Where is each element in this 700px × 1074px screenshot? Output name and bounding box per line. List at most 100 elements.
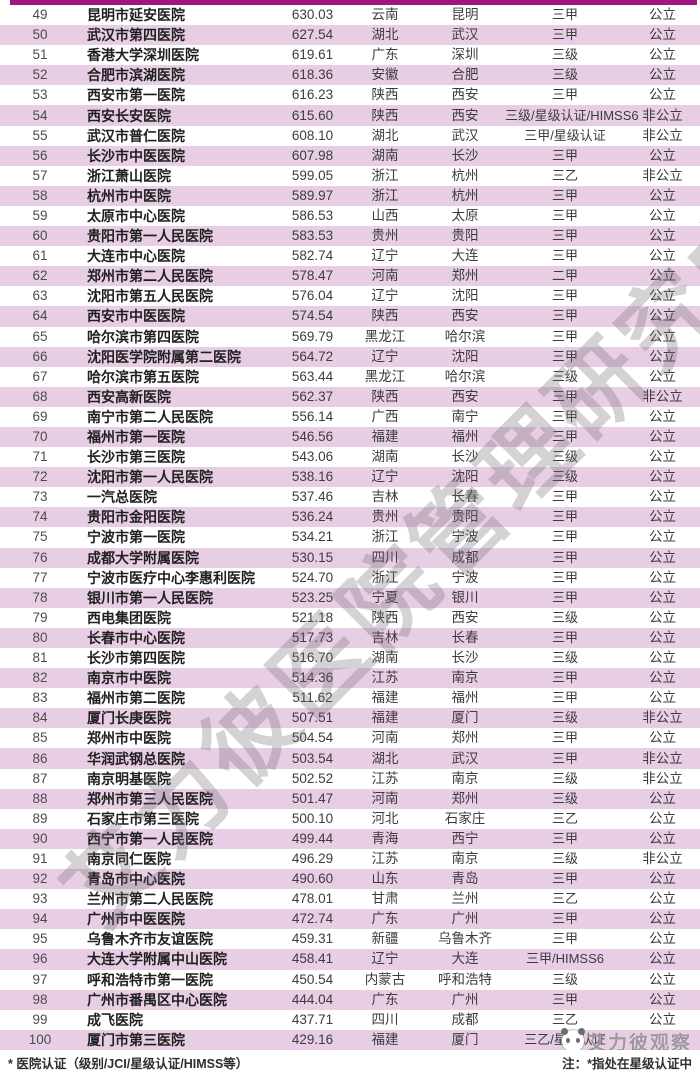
grade-cell: 三甲 xyxy=(551,288,578,304)
province-cell: 陕西 xyxy=(371,107,399,123)
top-accent-bar xyxy=(10,0,697,5)
name-cell: 西安长安医院 xyxy=(87,107,171,124)
ownership-cell: 公立 xyxy=(649,429,676,445)
city-cell: 昆明 xyxy=(451,7,479,23)
ownership-cell: 公立 xyxy=(649,871,676,887)
province-cell: 新疆 xyxy=(371,931,399,947)
city-cell: 南宁 xyxy=(451,408,479,424)
grade-cell: 三甲 xyxy=(551,348,578,364)
city-cell: 哈尔滨 xyxy=(444,328,486,344)
province-cell: 山西 xyxy=(371,207,399,223)
name-cell: 武汉市第四医院 xyxy=(87,27,185,44)
ownership-cell: 公立 xyxy=(649,348,676,364)
rank-cell: 75 xyxy=(32,529,48,545)
grade-cell: 三级 xyxy=(551,650,578,666)
score-cell: 589.97 xyxy=(291,187,334,203)
rank-cell: 88 xyxy=(32,790,48,806)
name-cell: 厦门长庚医院 xyxy=(87,710,171,727)
name-cell: 西安市第一医院 xyxy=(87,87,185,104)
grade-cell: 三级 xyxy=(551,609,578,625)
ownership-cell: 公立 xyxy=(649,589,676,605)
name-cell: 西电集团医院 xyxy=(87,609,171,626)
province-cell: 辽宁 xyxy=(371,951,399,967)
city-cell: 长沙 xyxy=(451,650,479,666)
score-cell: 583.53 xyxy=(291,228,334,244)
grade-cell: 三甲 xyxy=(551,7,578,23)
province-cell: 湖北 xyxy=(371,27,399,43)
rank-cell: 76 xyxy=(32,549,48,565)
grade-cell: 三甲 xyxy=(551,569,578,585)
rank-cell: 93 xyxy=(32,891,48,907)
score-cell: 615.60 xyxy=(291,107,334,123)
ownership-cell: 公立 xyxy=(649,790,676,806)
name-cell: 宁波市医疗中心李惠利医院 xyxy=(87,569,255,586)
table-row: 76 成都大学附属医院 530.15 四川 成都 三甲 公立 xyxy=(0,547,700,568)
city-cell: 石家庄 xyxy=(444,810,486,826)
grade-cell: 三甲 xyxy=(551,87,578,103)
city-cell: 福州 xyxy=(451,429,479,445)
province-cell: 福建 xyxy=(371,710,399,726)
rank-cell: 58 xyxy=(32,187,48,203)
table-row: 84 厦门长庚医院 507.51 福建 厦门 三级 非公立 xyxy=(0,708,700,729)
city-cell: 西安 xyxy=(451,107,479,123)
province-cell: 湖北 xyxy=(371,750,399,766)
score-cell: 538.16 xyxy=(291,469,334,485)
city-cell: 沈阳 xyxy=(451,469,479,485)
score-cell: 501.47 xyxy=(291,790,334,806)
name-cell: 南京明基医院 xyxy=(87,770,171,787)
name-cell: 一汽总医院 xyxy=(87,489,157,506)
score-cell: 511.62 xyxy=(292,690,333,706)
footnote-right: 注：*指处在星级认证中 xyxy=(562,1056,692,1071)
rank-cell: 73 xyxy=(32,489,48,505)
score-cell: 534.21 xyxy=(291,529,334,545)
score-cell: 444.04 xyxy=(291,991,334,1007)
score-cell: 537.46 xyxy=(291,489,334,505)
table-row: 82 南京市中医院 514.36 江苏 南京 三甲 公立 xyxy=(0,668,700,689)
ownership-cell: 公立 xyxy=(649,87,676,103)
province-cell: 黑龙江 xyxy=(364,368,406,384)
rank-cell: 57 xyxy=(32,167,48,183)
grade-cell: 三级 xyxy=(551,770,578,786)
score-cell: 504.54 xyxy=(291,730,334,746)
ownership-cell: 非公立 xyxy=(642,167,683,183)
ownership-cell: 公立 xyxy=(649,569,676,585)
ownership-cell: 公立 xyxy=(649,951,676,967)
ownership-cell: 公立 xyxy=(649,830,676,846)
name-cell: 贵阳市金阳医院 xyxy=(87,509,185,526)
rank-cell: 52 xyxy=(32,67,48,83)
name-cell: 银川市第一人民医院 xyxy=(87,589,213,606)
table-row: 97 呼和浩特市第一医院 450.54 内蒙古 呼和浩特 三级 公立 xyxy=(0,969,700,990)
table-row: 89 石家庄市第三医院 500.10 河北 石家庄 三乙 公立 xyxy=(0,808,700,829)
table-row: 85 郑州市中医院 504.54 河南 郑州 三甲 公立 xyxy=(0,728,700,749)
score-cell: 437.71 xyxy=(291,1011,334,1027)
name-cell: 郑州市第三人民医院 xyxy=(87,790,213,807)
city-cell: 西安 xyxy=(451,87,479,103)
table-row: 49 昆明市延安医院 630.03 云南 昆明 三甲 公立 xyxy=(0,5,700,26)
name-cell: 贵阳市第一人民医院 xyxy=(87,228,213,245)
city-cell: 银川 xyxy=(451,589,479,605)
city-cell: 福州 xyxy=(451,690,479,706)
city-cell: 广州 xyxy=(451,911,479,927)
rank-cell: 50 xyxy=(32,27,48,43)
table-row: 95 乌鲁木齐市友谊医院 459.31 新疆 乌鲁木齐 三甲 公立 xyxy=(0,929,700,950)
province-cell: 吉林 xyxy=(371,629,399,645)
grade-cell: 三甲 xyxy=(551,690,578,706)
score-cell: 578.47 xyxy=(291,268,334,284)
province-cell: 陕西 xyxy=(371,308,399,324)
ownership-cell: 非公立 xyxy=(642,750,683,766)
ownership-cell: 公立 xyxy=(649,609,676,625)
name-cell: 福州市第一医院 xyxy=(87,429,185,446)
city-cell: 长沙 xyxy=(451,449,479,465)
city-cell: 贵阳 xyxy=(451,228,479,244)
score-cell: 459.31 xyxy=(291,931,334,947)
score-cell: 517.73 xyxy=(291,629,334,645)
grade-cell: 三级/星级认证/HIMSS6 xyxy=(505,107,639,123)
province-cell: 福建 xyxy=(371,1031,399,1047)
city-cell: 南京 xyxy=(451,850,479,866)
province-cell: 云南 xyxy=(371,7,399,23)
table-row: 67 哈尔滨市第五医院 563.44 黑龙江 哈尔滨 三级 公立 xyxy=(0,366,700,387)
grade-cell: 三甲 xyxy=(551,629,578,645)
footnotes: * 医院认证（级别/JCI/星级认证/HIMSS等） 注：*指处在星级认证中 xyxy=(0,1050,700,1074)
table-row: 80 长春市中心医院 517.73 吉林 长春 三甲 公立 xyxy=(0,627,700,648)
name-cell: 兰州市第二人民医院 xyxy=(87,891,213,908)
